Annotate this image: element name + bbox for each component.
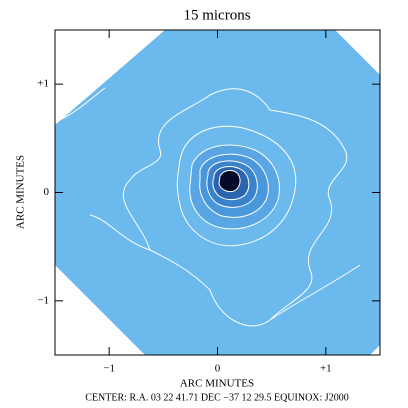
y-tick-label: +1: [37, 78, 49, 90]
y-tick-label: −1: [37, 294, 49, 306]
y-tick-label: 0: [44, 186, 50, 198]
x-tick-label: −1: [103, 363, 115, 375]
chart: 15 microns ARC MINUTES ARC MINUTES CENTE…: [0, 0, 408, 408]
x-tick-label: 0: [215, 363, 221, 375]
core: [219, 170, 240, 191]
x-tick-label: +1: [320, 363, 332, 375]
x-axis-label: ARC MINUTES: [180, 378, 254, 390]
image: [55, 30, 380, 355]
y-axis-label: ARC MINUTES: [15, 155, 27, 229]
chart-title: 15 microns: [183, 7, 250, 23]
caption: CENTER: R.A. 03 22 41.71 DEC −37 12 29.5…: [85, 392, 348, 403]
